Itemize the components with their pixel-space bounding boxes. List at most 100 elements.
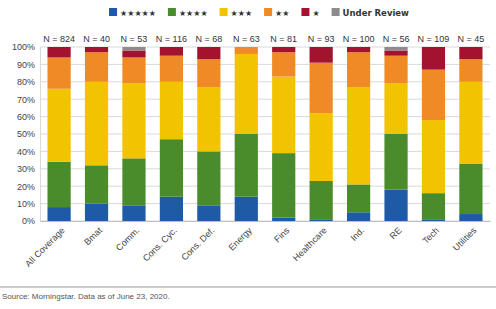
bar-segment [160,56,183,82]
tick: 60% [17,112,40,122]
annotation: N = 116 [156,34,187,44]
legend-item: ★★★ [220,8,253,18]
tick-label: 20% [17,182,35,192]
tick: 30% [17,164,40,174]
bar-segment [85,82,108,166]
tick-label: Cons. Cyc. [141,225,179,263]
separator [0,287,496,288]
bar-segment [197,205,220,221]
tick: 80% [17,77,40,87]
tick-label: 10% [17,199,35,209]
bar-segment [197,59,220,87]
legend-item: ★ [301,8,319,18]
bar-segment [459,82,482,164]
tick-label: Tech [421,225,442,246]
tick: 20% [17,182,40,192]
bar-segment [310,181,333,219]
legend-swatch [332,8,340,16]
bar-segment [47,47,70,57]
tick: 50% [17,129,40,139]
tick-label: Fins [272,225,291,244]
tick-label: 0% [22,216,35,226]
legend-swatch [168,8,176,16]
axis-line [41,221,491,222]
bar-segment [272,52,295,76]
tick: Healthcare [291,221,329,263]
bar-segment [384,84,407,134]
tick: 70% [17,95,40,105]
bar-segment [85,204,108,221]
bar-segment [422,219,445,221]
legend-item: ★★ [264,8,289,18]
bar-segment [160,82,183,139]
tick: Cons. Cyc. [141,221,179,264]
tick: All Coverage [23,221,67,269]
bar-segment [122,57,145,83]
legend-label: ★★ [275,9,289,18]
bar-segment [310,47,333,48]
tick: Ind. [348,221,366,243]
annotation: N = 53 [121,34,148,44]
series [47,190,482,221]
tick: 40% [17,147,40,157]
bar-segment [422,193,445,219]
bar-segment [310,219,333,221]
bar-segment [160,139,183,196]
legend-label: ★★★★★ [120,9,156,18]
legend-label: ★★★ [231,9,253,18]
bar-segment [422,70,445,120]
tick-label: Bmat [82,225,104,247]
annotation: N = 93 [308,34,335,44]
tick-label: 50% [17,129,35,139]
bar-segment [47,207,70,221]
bar-segment [459,47,482,59]
bar-segment [347,212,370,221]
bar-segment [85,47,108,52]
tick-label: RE [388,225,404,241]
tick: 10% [17,199,40,209]
tick: 100% [12,42,40,52]
bar-segment [459,59,482,82]
tick-label: 70% [17,95,35,105]
bar-segment [47,89,70,162]
bar-segment [272,47,295,52]
bar-segment [197,47,220,59]
annotation: N = 68 [195,34,222,44]
bar-segment [122,205,145,221]
legend-label: ★ [312,9,319,18]
bar-segment [272,153,295,217]
legend-label: Under Review [343,8,409,18]
bar-segment [197,87,220,151]
tick-label: All Coverage [23,225,67,269]
bars [47,47,482,221]
bar-segment [310,47,333,63]
bar-segment [122,158,145,205]
tick-label: Ind. [348,225,366,243]
bar-segment [47,57,70,88]
bar-segment [384,47,407,50]
tick: Bmat [82,221,104,247]
bar-segment [384,50,407,55]
bar-segment [459,164,482,214]
source-note: Source: Morningstar. Data as of June 23,… [2,292,170,301]
x-axis: All CoverageBmatComm.Cons. Cyc.Cons. Def… [23,221,490,269]
bar-segment [122,50,145,57]
series [122,47,407,50]
bar-segment [235,47,258,48]
legend-label: ★★★★ [179,9,208,18]
annotations: N = 824N = 40N = 53N = 116N = 68N = 63N … [43,34,484,44]
series [47,54,482,193]
bar-segment [347,47,370,52]
tick: RE [388,221,404,241]
series [47,134,482,219]
bar-segment [272,47,295,48]
bar-segment [122,47,145,50]
bar-segment [235,134,258,197]
bar-segment [235,54,258,134]
legend-item: ★★★★ [168,8,208,18]
annotation: N = 45 [458,34,485,44]
bar-segment [347,47,370,48]
legend-item: Under Review [332,8,409,18]
bar-segment [160,47,183,56]
legend-swatch [301,8,309,16]
